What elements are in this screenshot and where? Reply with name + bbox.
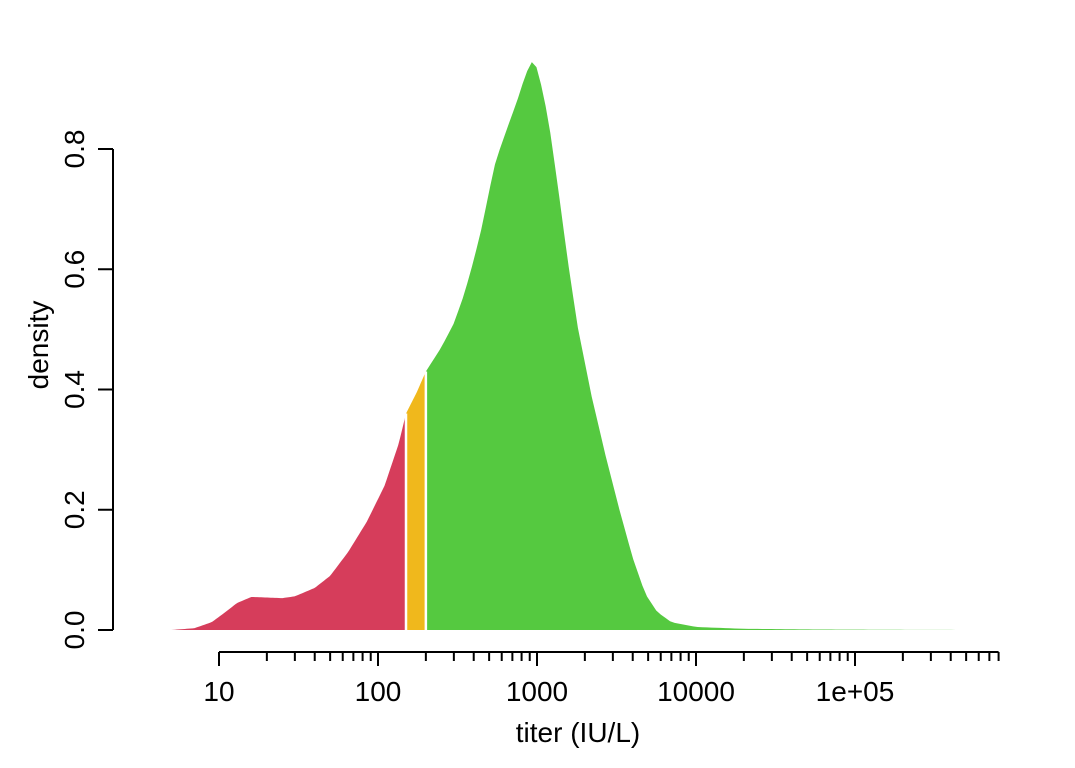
x-tick-label: 1e+05 <box>816 676 895 707</box>
x-axis-title: titer (IU/L) <box>516 717 640 748</box>
x-ticks: 10 100 1000 10000 1e+05 <box>203 652 1000 707</box>
density-areas <box>171 62 979 630</box>
y-tick-label: 0.8 <box>59 130 90 169</box>
x-tick-label: 100 <box>355 676 402 707</box>
y-tick-label: 0.0 <box>59 611 90 650</box>
y-axis: 0.0 0.2 0.4 0.6 0.8 <box>59 130 114 650</box>
x-axis: 10 100 1000 10000 1e+05 <box>203 651 1000 707</box>
y-axis-title: density <box>23 301 54 390</box>
threshold-separators <box>404 371 428 630</box>
x-tick-label: 1000 <box>506 676 568 707</box>
density-region-2 <box>406 371 426 630</box>
y-ticks: 0.0 0.2 0.4 0.6 0.8 <box>59 130 113 650</box>
y-tick-label: 0.2 <box>59 490 90 529</box>
x-tick-label: 10 <box>203 676 234 707</box>
y-tick-label: 0.6 <box>59 250 90 289</box>
x-tick-label: 10000 <box>657 676 735 707</box>
density-region-3 <box>425 62 979 630</box>
y-tick-label: 0.4 <box>59 370 90 409</box>
density-region-1 <box>171 413 406 630</box>
